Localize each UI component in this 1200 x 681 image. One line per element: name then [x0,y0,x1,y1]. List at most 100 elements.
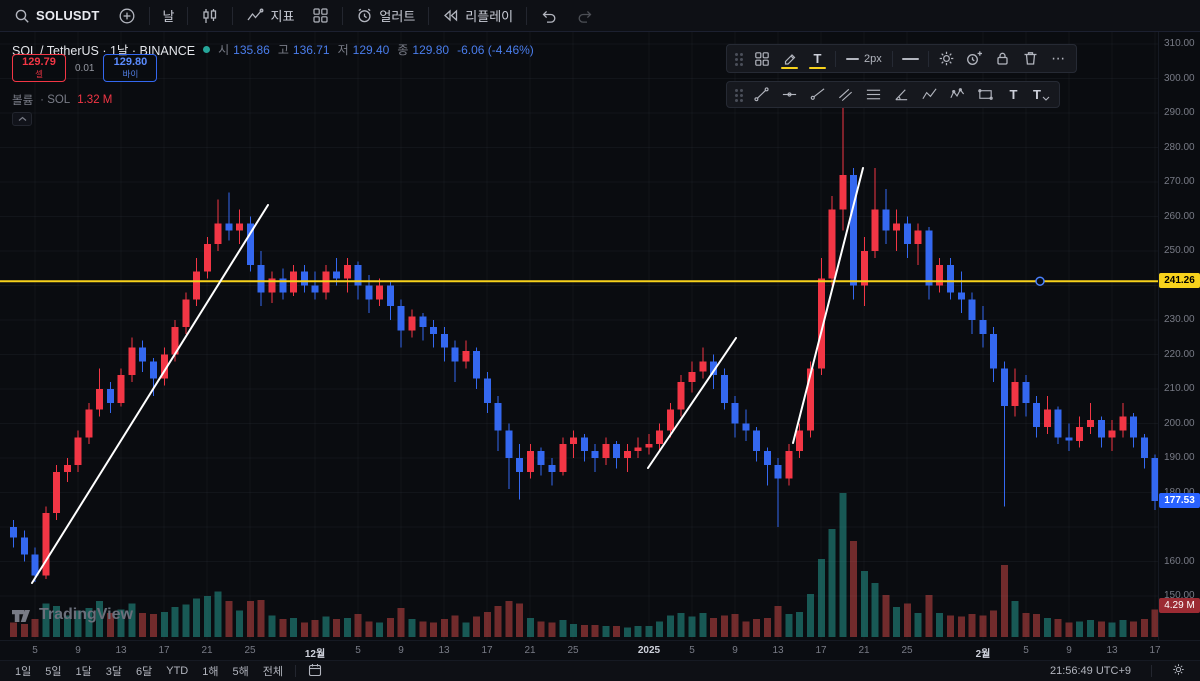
alert-button[interactable]: 얼러트 [348,3,423,29]
layout-grid-button[interactable] [304,3,337,29]
divider [232,6,234,25]
range-button-5해[interactable]: 5해 [226,661,256,681]
time-tick-label: 5 [32,645,38,656]
rectangle-tool-button[interactable] [972,83,999,106]
chart-style-button[interactable] [193,3,227,29]
trend-line-tool-button[interactable] [748,83,775,106]
line-color-button[interactable] [776,47,803,70]
multi-line-tool-button[interactable] [860,83,887,106]
range-button-1해[interactable]: 1해 [195,661,225,681]
ray-tool-button[interactable] [804,83,831,106]
add-alert-on-drawing-button[interactable] [961,47,988,70]
text-color-button[interactable]: T [804,47,831,70]
candles-icon [203,8,217,23]
anchored-text-tool-button[interactable]: T [1028,83,1055,106]
range-button-6달[interactable]: 6달 [129,661,159,681]
time-tick-label: 25 [567,645,579,656]
line-handle[interactable] [1035,276,1045,286]
elliott-wave-tool-icon [950,88,965,99]
range-button-전체[interactable]: 전체 [256,661,290,681]
pitchfork-tool-icon [895,89,908,101]
line-width-button[interactable]: 2px [840,47,888,70]
divider [1151,665,1152,677]
open-value: 135.86 [233,42,270,57]
pitchfork-tool-button[interactable] [888,83,915,106]
replay-label: 리플레이 [465,9,514,24]
sell-price: 129.79 [22,56,56,69]
tradingview-watermark[interactable]: TradingView [10,604,133,626]
volume-axis-label: 4.29 M [1159,598,1200,613]
time-tick-label: 25 [244,645,256,656]
buy-sell-widget: 129.79 셀 0.01 129.80 바이 [12,54,158,82]
clock-value: 21:56:49 [1049,665,1093,677]
more-options-button[interactable]: ⋯ [1045,47,1072,70]
range-button-1달[interactable]: 1달 [69,661,99,681]
range-button-YTD[interactable]: YTD [159,663,195,679]
time-axis[interactable]: 5 9 13 17 21 25 12월 5 9 13 17 21 25 2025 5 9 13 17 21 25 2월 5… [0,640,1200,660]
text-tool-button[interactable]: T [1000,83,1027,106]
symbol-search-button[interactable]: SOLUSDT [6,3,108,29]
trend-line-tool-icon [754,87,769,102]
range-button-5일[interactable]: 5일 [38,661,68,681]
drag-handle[interactable] [734,52,744,66]
indicators-button[interactable]: 지표 [238,3,302,29]
alarm-plus-icon [967,51,983,65]
time-tick-label: 13 [438,645,450,656]
trend-line-drawing[interactable] [647,337,737,469]
delete-drawing-button[interactable] [1017,47,1044,70]
time-tick-label: 9 [732,645,738,656]
line-style-button[interactable] [897,47,924,70]
price-tick-label: 250.00 [1164,245,1195,256]
anchored-text-tool-icon: T [1033,87,1041,102]
redo-button[interactable] [568,3,602,29]
drawing-toolbar-main: T 2px ⋯ [726,44,1077,73]
buy-label: 바이 [122,69,139,80]
time-tick-label: 9 [398,645,404,656]
lock-icon [997,52,1008,65]
trend-line-drawing[interactable] [31,204,269,584]
parallel-channel-tool-icon [838,88,853,102]
lock-drawing-button[interactable] [989,47,1016,70]
polyline-tool-button[interactable] [916,83,943,106]
trend-line-drawing[interactable] [792,167,864,444]
drag-handle[interactable] [734,88,744,102]
style-template-button[interactable] [748,47,775,70]
last-price-label: 177.53 [1159,493,1200,509]
price-axis[interactable]: 310.00 300.00 290.00 280.00 270.00 260.00 250.… [1158,32,1200,640]
volume-legend[interactable]: 볼륨 · SOL 1.32 M [12,92,112,108]
parallel-channel-tool-button[interactable] [832,83,859,106]
sell-label: 셀 [35,69,43,80]
elliott-wave-tool-button[interactable] [944,83,971,106]
price-tick-label: 230.00 [1164,314,1195,325]
settings-gear-icon [1173,664,1184,675]
pane-collapse-button[interactable] [12,112,32,126]
price-tick-label: 260.00 [1164,210,1195,222]
interval-button[interactable]: 날 [155,3,183,29]
high-value: 136.71 [292,42,330,57]
sell-button[interactable]: 129.79 셀 [12,54,66,82]
high-label: 고 [277,43,289,57]
drawings[interactable] [0,167,1158,584]
compare-add-button[interactable] [110,3,144,29]
buy-button[interactable]: 129.80 바이 [103,54,158,82]
time-tick-label: 9 [1066,645,1072,656]
time-tick-label: 25 [901,645,913,656]
range-button-3달[interactable]: 3달 [99,661,129,681]
price-tick-label: 310.00 [1164,38,1195,49]
replay-button[interactable]: 리플레이 [434,3,521,29]
undo-button[interactable] [532,3,566,29]
go-to-date-button[interactable] [301,661,329,681]
interval-label: 날 [162,9,175,24]
drawing-settings-button[interactable] [933,47,960,70]
price-tick-label: 270.00 [1164,176,1195,187]
buy-price: 129.80 [113,56,148,69]
clock-timezone-button[interactable]: 21:56:49 UTC+9 [1043,663,1138,679]
multi-line-tool-icon [866,89,881,100]
replay-icon [444,9,458,22]
indicators-label: 지표 [270,9,295,24]
time-tick-label: 2월 [975,649,991,660]
horizontal-line-tool-button[interactable] [776,83,803,106]
chart-settings-button[interactable] [1165,661,1192,681]
candlestick-chart[interactable] [0,32,1158,640]
range-button-1일[interactable]: 1일 [8,661,38,681]
